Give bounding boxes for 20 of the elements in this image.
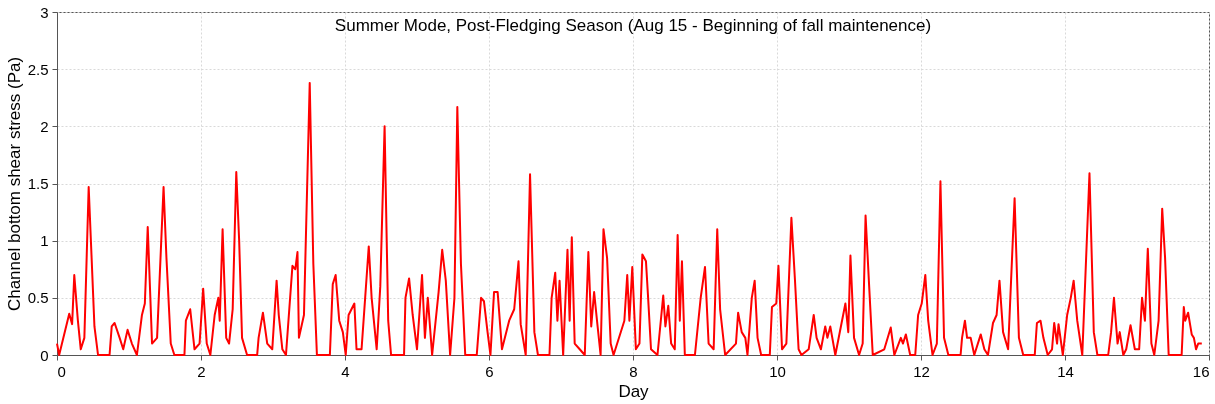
chart-title: Summer Mode, Post-Fledging Season (Aug 15 - Beginning of fall maintenence): [334, 16, 932, 35]
x-tick-label: 14: [1057, 362, 1074, 380]
x-tick-label: 10: [769, 362, 786, 380]
x-tick-label: 4: [341, 362, 350, 380]
line-series: [56, 81, 1203, 356]
y-axis-title: Channel bottom shear stress (Pa): [4, 56, 24, 312]
y-tick-label: 1.5: [27, 175, 49, 192]
y-tick-label: 0: [40, 346, 49, 364]
x-axis-title: Day: [618, 381, 650, 401]
x-tick-label: 2: [197, 362, 206, 380]
y-tick-label: 1: [40, 232, 49, 250]
x-tick-label: 12: [913, 362, 930, 380]
x-tick-label: 6: [485, 362, 494, 380]
x-tick-label: 16: [1192, 362, 1210, 380]
y-tick-label: 2: [40, 117, 49, 135]
y-tick-label: 2.5: [27, 60, 49, 78]
x-tick-label: 0: [57, 362, 66, 380]
y-tick-label: 3: [40, 3, 49, 21]
x-tick-label: 8: [629, 362, 638, 380]
y-tick-label: 0.5: [27, 289, 49, 307]
